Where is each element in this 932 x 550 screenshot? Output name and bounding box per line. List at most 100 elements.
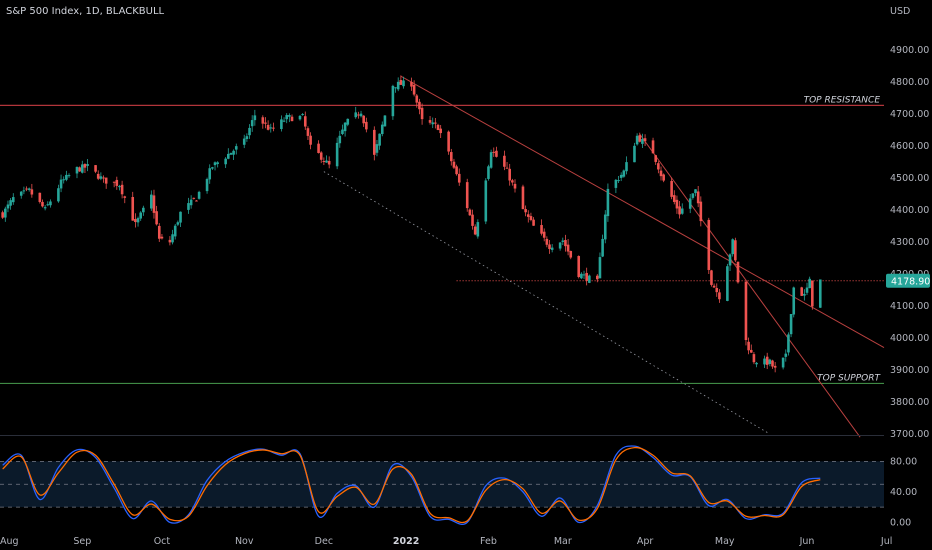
candle-body [513, 183, 517, 189]
candle-body [234, 146, 238, 150]
candle-body [139, 212, 142, 219]
candle-body [357, 114, 360, 116]
candle-body [264, 122, 267, 124]
candle-body [431, 122, 435, 125]
candle-body [365, 121, 368, 130]
candle-body [115, 179, 119, 186]
candle-body [696, 191, 700, 204]
candle-body [803, 293, 806, 296]
candle-body [189, 199, 193, 206]
candle-body [11, 197, 15, 203]
candle-body [622, 170, 626, 177]
candle-body [373, 129, 376, 155]
candle-body [362, 115, 365, 124]
candle-body [157, 225, 161, 239]
candle-body [25, 188, 28, 190]
candle-body [171, 234, 174, 243]
candle-body [728, 254, 732, 266]
candle-body [707, 219, 711, 270]
candle-body [343, 122, 347, 132]
candle-body [633, 145, 636, 163]
candle-body [306, 128, 310, 136]
candle-body [96, 173, 100, 179]
candle-body [688, 198, 692, 209]
candle-body [582, 274, 586, 276]
currency-label: USD [890, 6, 910, 17]
candle-body [19, 191, 23, 196]
candle-body [253, 115, 257, 121]
last-price-label: 4178.90 [886, 273, 930, 288]
candle-body [526, 214, 530, 217]
candle-body [266, 124, 270, 130]
candle-body [588, 275, 591, 283]
candle-body [638, 135, 642, 142]
candle-body [242, 138, 246, 145]
candle-body [428, 120, 432, 123]
candle-body [208, 168, 212, 180]
candle-body [1, 212, 4, 218]
candle-body [484, 180, 488, 222]
candle-body [41, 201, 44, 207]
candle-body [771, 360, 774, 367]
candle-body [285, 115, 289, 120]
candle-body [792, 287, 796, 315]
candle-body [123, 196, 127, 198]
candle-body [447, 131, 450, 152]
candle-body [211, 167, 214, 169]
candle-body [569, 250, 573, 258]
candle-body [335, 142, 339, 167]
candle-body [455, 166, 458, 175]
candle-body [142, 207, 145, 213]
candle-body [192, 197, 196, 199]
levels: TOP RESISTANCE TOP SUPPORT [0, 95, 884, 385]
candle-body [59, 179, 63, 189]
candle-body [280, 119, 283, 130]
candle-body [511, 180, 514, 183]
candle-body [394, 87, 397, 89]
candle-body [102, 177, 105, 179]
candle-body [94, 165, 97, 172]
candle-body [380, 124, 384, 135]
candle-body [303, 116, 307, 127]
candle-body [595, 275, 599, 280]
candle-body [619, 174, 623, 178]
price-tick-label: 4300.00 [890, 237, 929, 248]
candle-body [410, 81, 413, 87]
candle-body [22, 190, 26, 192]
candle-body [641, 138, 644, 144]
candle-body [434, 122, 437, 124]
candle-body [120, 184, 124, 195]
candle-body [248, 127, 251, 136]
candle-body [290, 116, 294, 122]
candle-body [744, 281, 748, 341]
candle-body [749, 349, 753, 353]
candle-body [327, 160, 331, 165]
candle-body [718, 292, 721, 300]
x-tick-label: Mar [554, 536, 572, 547]
candle-body [261, 117, 265, 124]
stoch-d-line [2, 446, 821, 524]
candle-body [654, 155, 657, 162]
candle-body [643, 138, 647, 142]
candle-body [80, 164, 84, 173]
candle-body [524, 209, 527, 213]
level-label: TOP SUPPORT [817, 373, 881, 383]
price-tick-label: 4000.00 [890, 333, 929, 344]
candle-body [691, 193, 695, 198]
candle-body [99, 176, 103, 179]
candle-body [606, 188, 610, 217]
candle-body [503, 155, 506, 167]
candle-body [755, 362, 758, 365]
candle-body [765, 356, 769, 365]
candle-body [27, 188, 31, 190]
candle-body [548, 244, 551, 250]
candle-body [659, 170, 663, 177]
candle-body [412, 84, 416, 95]
x-tick-label: May [715, 536, 735, 547]
candle-body [6, 204, 10, 209]
candle-body [415, 95, 419, 103]
x-tick-label: Oct [154, 536, 171, 547]
candle-body [468, 209, 472, 216]
